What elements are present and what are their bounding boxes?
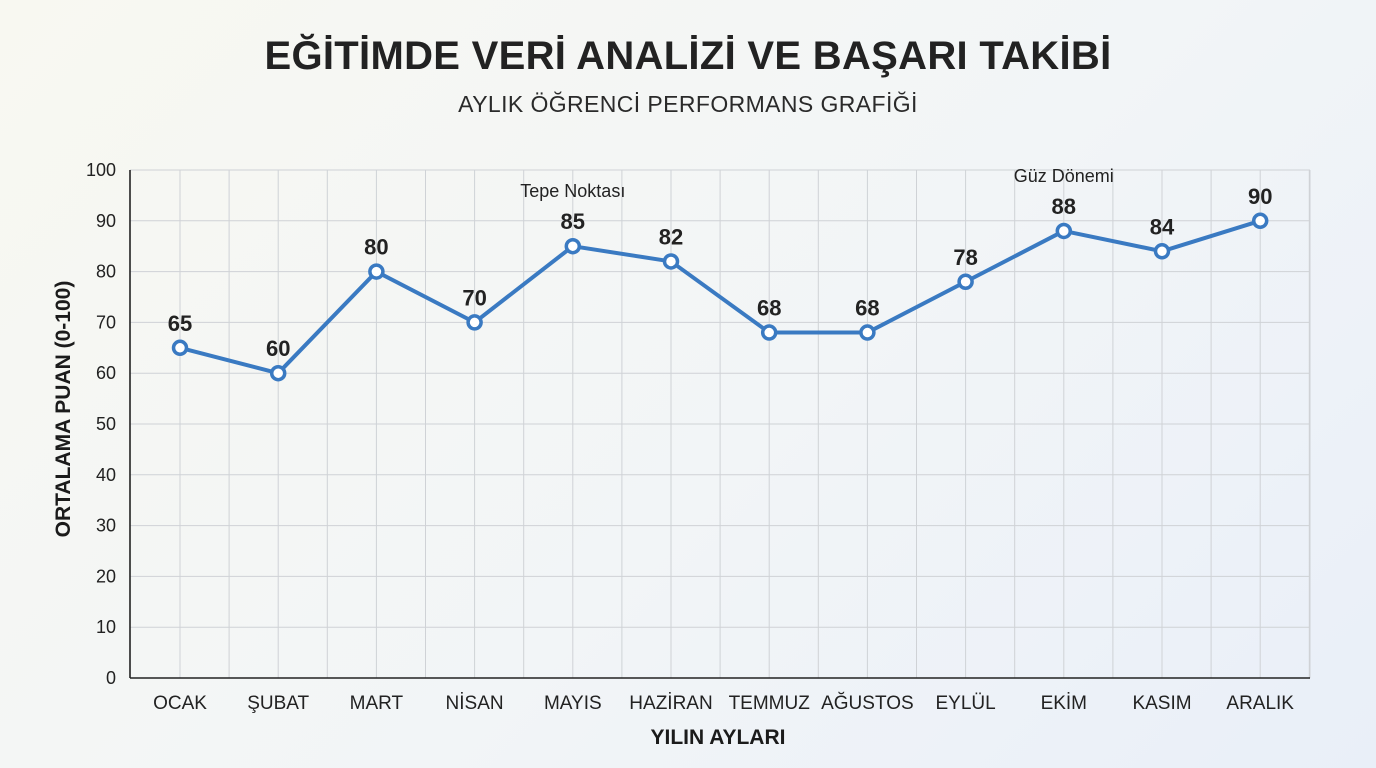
x-tick-label: AĞUSTOS [821, 692, 914, 714]
x-tick-label: ARALIK [1226, 693, 1294, 714]
y-tick-label: 70 [96, 312, 116, 332]
series-line [179, 218, 1261, 376]
data-label: 80 [364, 235, 388, 260]
data-point [1153, 243, 1171, 260]
chart-subtitle: AYLIK ÖĞRENCİ PERFORMANS GRAFİĞİ [458, 91, 918, 117]
x-tick-label: HAZİRAN [629, 693, 712, 714]
data-label: 65 [168, 311, 192, 336]
series-layer [171, 212, 1269, 382]
data-point [269, 364, 287, 382]
data-point [957, 273, 974, 291]
data-label: 78 [953, 245, 977, 270]
data-label: 84 [1150, 214, 1175, 239]
data-point [1055, 222, 1073, 240]
data-point [760, 324, 778, 341]
x-axis-title: YILIN AYLARI [651, 726, 786, 749]
data-label: 70 [462, 285, 486, 310]
y-tick-label: 30 [96, 516, 116, 536]
x-tick-label: ŞUBAT [247, 693, 309, 714]
data-label: 88 [1052, 194, 1076, 219]
y-tick-label: 100 [86, 160, 116, 180]
data-point [171, 339, 189, 357]
data-point [1251, 212, 1269, 230]
y-tick-label: 20 [96, 566, 116, 586]
y-tick-label: 40 [96, 465, 116, 485]
y-tick-label: 10 [96, 617, 116, 637]
y-tick-label: 50 [96, 414, 116, 434]
data-label: 68 [855, 296, 879, 321]
data-point [564, 237, 582, 255]
y-tick-label: 60 [96, 363, 116, 383]
chart-annotation: Tepe Noktası [520, 181, 625, 201]
x-tick-label: KASIM [1132, 693, 1191, 714]
data-label: 90 [1248, 184, 1272, 209]
y-tick-label: 0 [106, 668, 116, 688]
x-tick-label: OCAK [153, 693, 207, 714]
y-tick-label: 80 [96, 262, 116, 282]
data-label: 82 [659, 224, 683, 249]
x-tick-label: MAYIS [544, 693, 602, 714]
x-tick-label: EYLÜL [935, 693, 995, 714]
chart-title: EĞİTİMDE VERİ ANALİZİ VE BAŞARI TAKİBİ [264, 34, 1112, 78]
data-point [662, 253, 680, 270]
data-point [368, 263, 385, 280]
label-layer: 65 60 80 70 85 82 68 68 78 88 84 90 Tepe Noktası Güz … [168, 166, 1273, 361]
data-point [466, 314, 483, 331]
x-tick-label: MART [350, 693, 404, 714]
data-label: 60 [266, 336, 290, 361]
data-label: 85 [561, 209, 585, 234]
axis-layer: 0 10 20 30 40 50 60 70 80 90 100 OCAK ŞUBAT MART NİSAN… [86, 160, 1310, 714]
x-tick-label: NİSAN [446, 693, 504, 714]
chart-annotation: Güz Dönemi [1014, 166, 1114, 186]
y-axis-title: ORTALAMA PUAN (0-100) [52, 281, 75, 538]
x-tick-label: EKİM [1041, 693, 1087, 714]
y-tick-label: 90 [96, 211, 116, 231]
data-label: 68 [757, 296, 781, 321]
grid-layer [130, 169, 1311, 678]
x-tick-label: TEMMUZ [729, 693, 811, 714]
data-point [859, 324, 876, 341]
